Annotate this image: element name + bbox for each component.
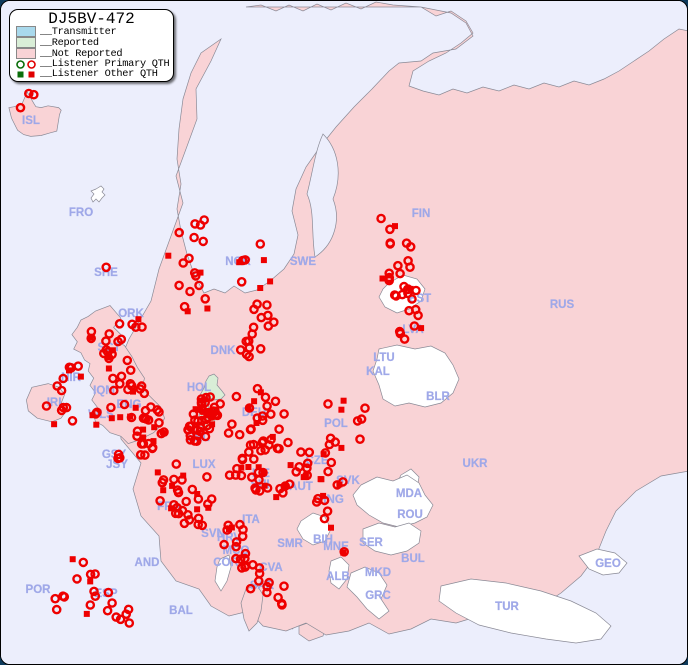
svg-text:FRO: FRO — [69, 207, 93, 219]
svg-text:HOL: HOL — [187, 382, 211, 394]
svg-text:MDA: MDA — [396, 488, 422, 500]
svg-text:SHE: SHE — [94, 267, 118, 279]
svg-text:BUL: BUL — [401, 553, 425, 565]
svg-text:RUS: RUS — [550, 299, 575, 311]
svg-text:ALB: ALB — [326, 571, 350, 583]
svg-text:SMR: SMR — [277, 538, 303, 550]
svg-text:BLR: BLR — [426, 391, 450, 403]
svg-text:POR: POR — [26, 584, 52, 596]
svg-text:ISL: ISL — [22, 115, 40, 127]
svg-text:ITA: ITA — [242, 514, 260, 526]
svg-text:SWE: SWE — [290, 256, 317, 268]
svg-text:LUX: LUX — [193, 459, 216, 471]
svg-text:SER: SER — [359, 537, 383, 549]
svg-text:GRC: GRC — [365, 590, 391, 602]
svg-text:POL: POL — [324, 418, 348, 430]
svg-text:MKD: MKD — [365, 567, 391, 579]
svg-text:TUR: TUR — [495, 601, 519, 613]
svg-text:DNK: DNK — [211, 345, 237, 357]
svg-text:BAL: BAL — [169, 605, 193, 617]
svg-text:GEO: GEO — [595, 558, 621, 570]
svg-text:FIN: FIN — [412, 208, 431, 220]
svg-text:LTU: LTU — [373, 352, 395, 364]
svg-text:ROU: ROU — [397, 509, 423, 521]
svg-text:AND: AND — [135, 557, 160, 569]
svg-text:UKR: UKR — [463, 458, 489, 470]
svg-text:KAL: KAL — [366, 366, 390, 378]
